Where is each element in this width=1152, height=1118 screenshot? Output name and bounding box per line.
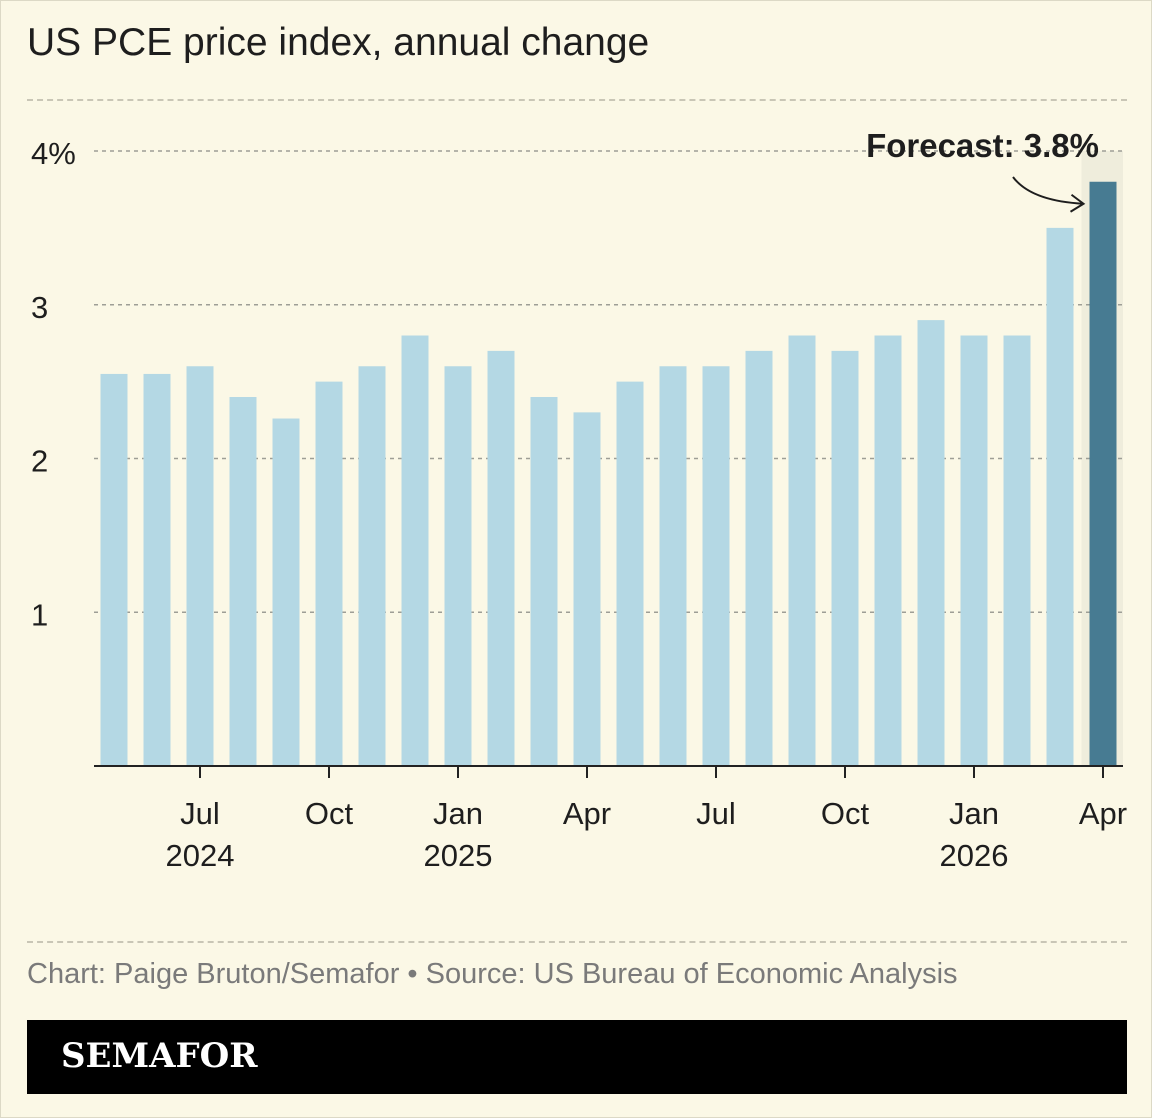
- y-tick-label: 2: [31, 444, 48, 479]
- bar: [143, 373, 171, 766]
- bar: [917, 320, 945, 766]
- bar: [315, 381, 343, 766]
- x-tick-label-month: Jan: [433, 796, 483, 831]
- bar: [186, 366, 214, 766]
- y-tick-label: 4%: [31, 136, 76, 171]
- x-tick-label-month: Apr: [563, 796, 611, 831]
- bar-chart: 1 2 3 4% Jul 2024 Oct Jan 2025 Apr Jul Oct Jan 2026 Ap…: [31, 127, 1127, 873]
- x-tick-label-month: Apr: [1079, 796, 1127, 831]
- bar: [1003, 335, 1031, 766]
- bar: [401, 335, 429, 766]
- bar: [659, 366, 687, 766]
- bar: [1046, 227, 1074, 766]
- bar: [960, 335, 988, 766]
- bar: [745, 350, 773, 766]
- bar: [358, 366, 386, 766]
- chart-title: US PCE price index, annual change: [27, 21, 650, 64]
- bar: [229, 397, 257, 766]
- x-tick-label-month: Oct: [821, 796, 870, 831]
- x-tick-label-year: 2026: [940, 838, 1009, 873]
- bar: [530, 397, 558, 766]
- bar: [874, 335, 902, 766]
- bar: [702, 366, 730, 766]
- brand-footer: SEMAFOR: [27, 1020, 1127, 1094]
- x-tick-label-year: 2024: [166, 838, 235, 873]
- forecast-annotation: Forecast: 3.8%: [866, 127, 1099, 164]
- y-tick-label: 1: [31, 597, 48, 632]
- x-tick-label-year: 2025: [424, 838, 493, 873]
- annotation-arrow: [1012, 176, 1084, 205]
- bar: [573, 412, 601, 766]
- arrow-head: [1069, 193, 1086, 213]
- x-tick-label-month: Jan: [949, 796, 999, 831]
- bar: [444, 366, 472, 766]
- top-divider: [27, 99, 1127, 101]
- y-tick-label: 3: [31, 290, 48, 325]
- x-tick-label-month: Jul: [696, 796, 736, 831]
- semafor-logo: SEMAFOR: [61, 1036, 258, 1076]
- forecast-bar: [1089, 181, 1117, 766]
- x-tick-label-month: Oct: [305, 796, 354, 831]
- bottom-divider: [27, 941, 1127, 943]
- source-note: Chart: Paige Bruton/Semafor • Source: US…: [27, 958, 958, 990]
- bar: [100, 373, 128, 766]
- bar: [487, 350, 515, 766]
- bar: [788, 335, 816, 766]
- bar: [831, 350, 859, 766]
- x-tick-label-month: Jul: [180, 796, 220, 831]
- bar: [272, 418, 300, 766]
- bar: [616, 381, 644, 766]
